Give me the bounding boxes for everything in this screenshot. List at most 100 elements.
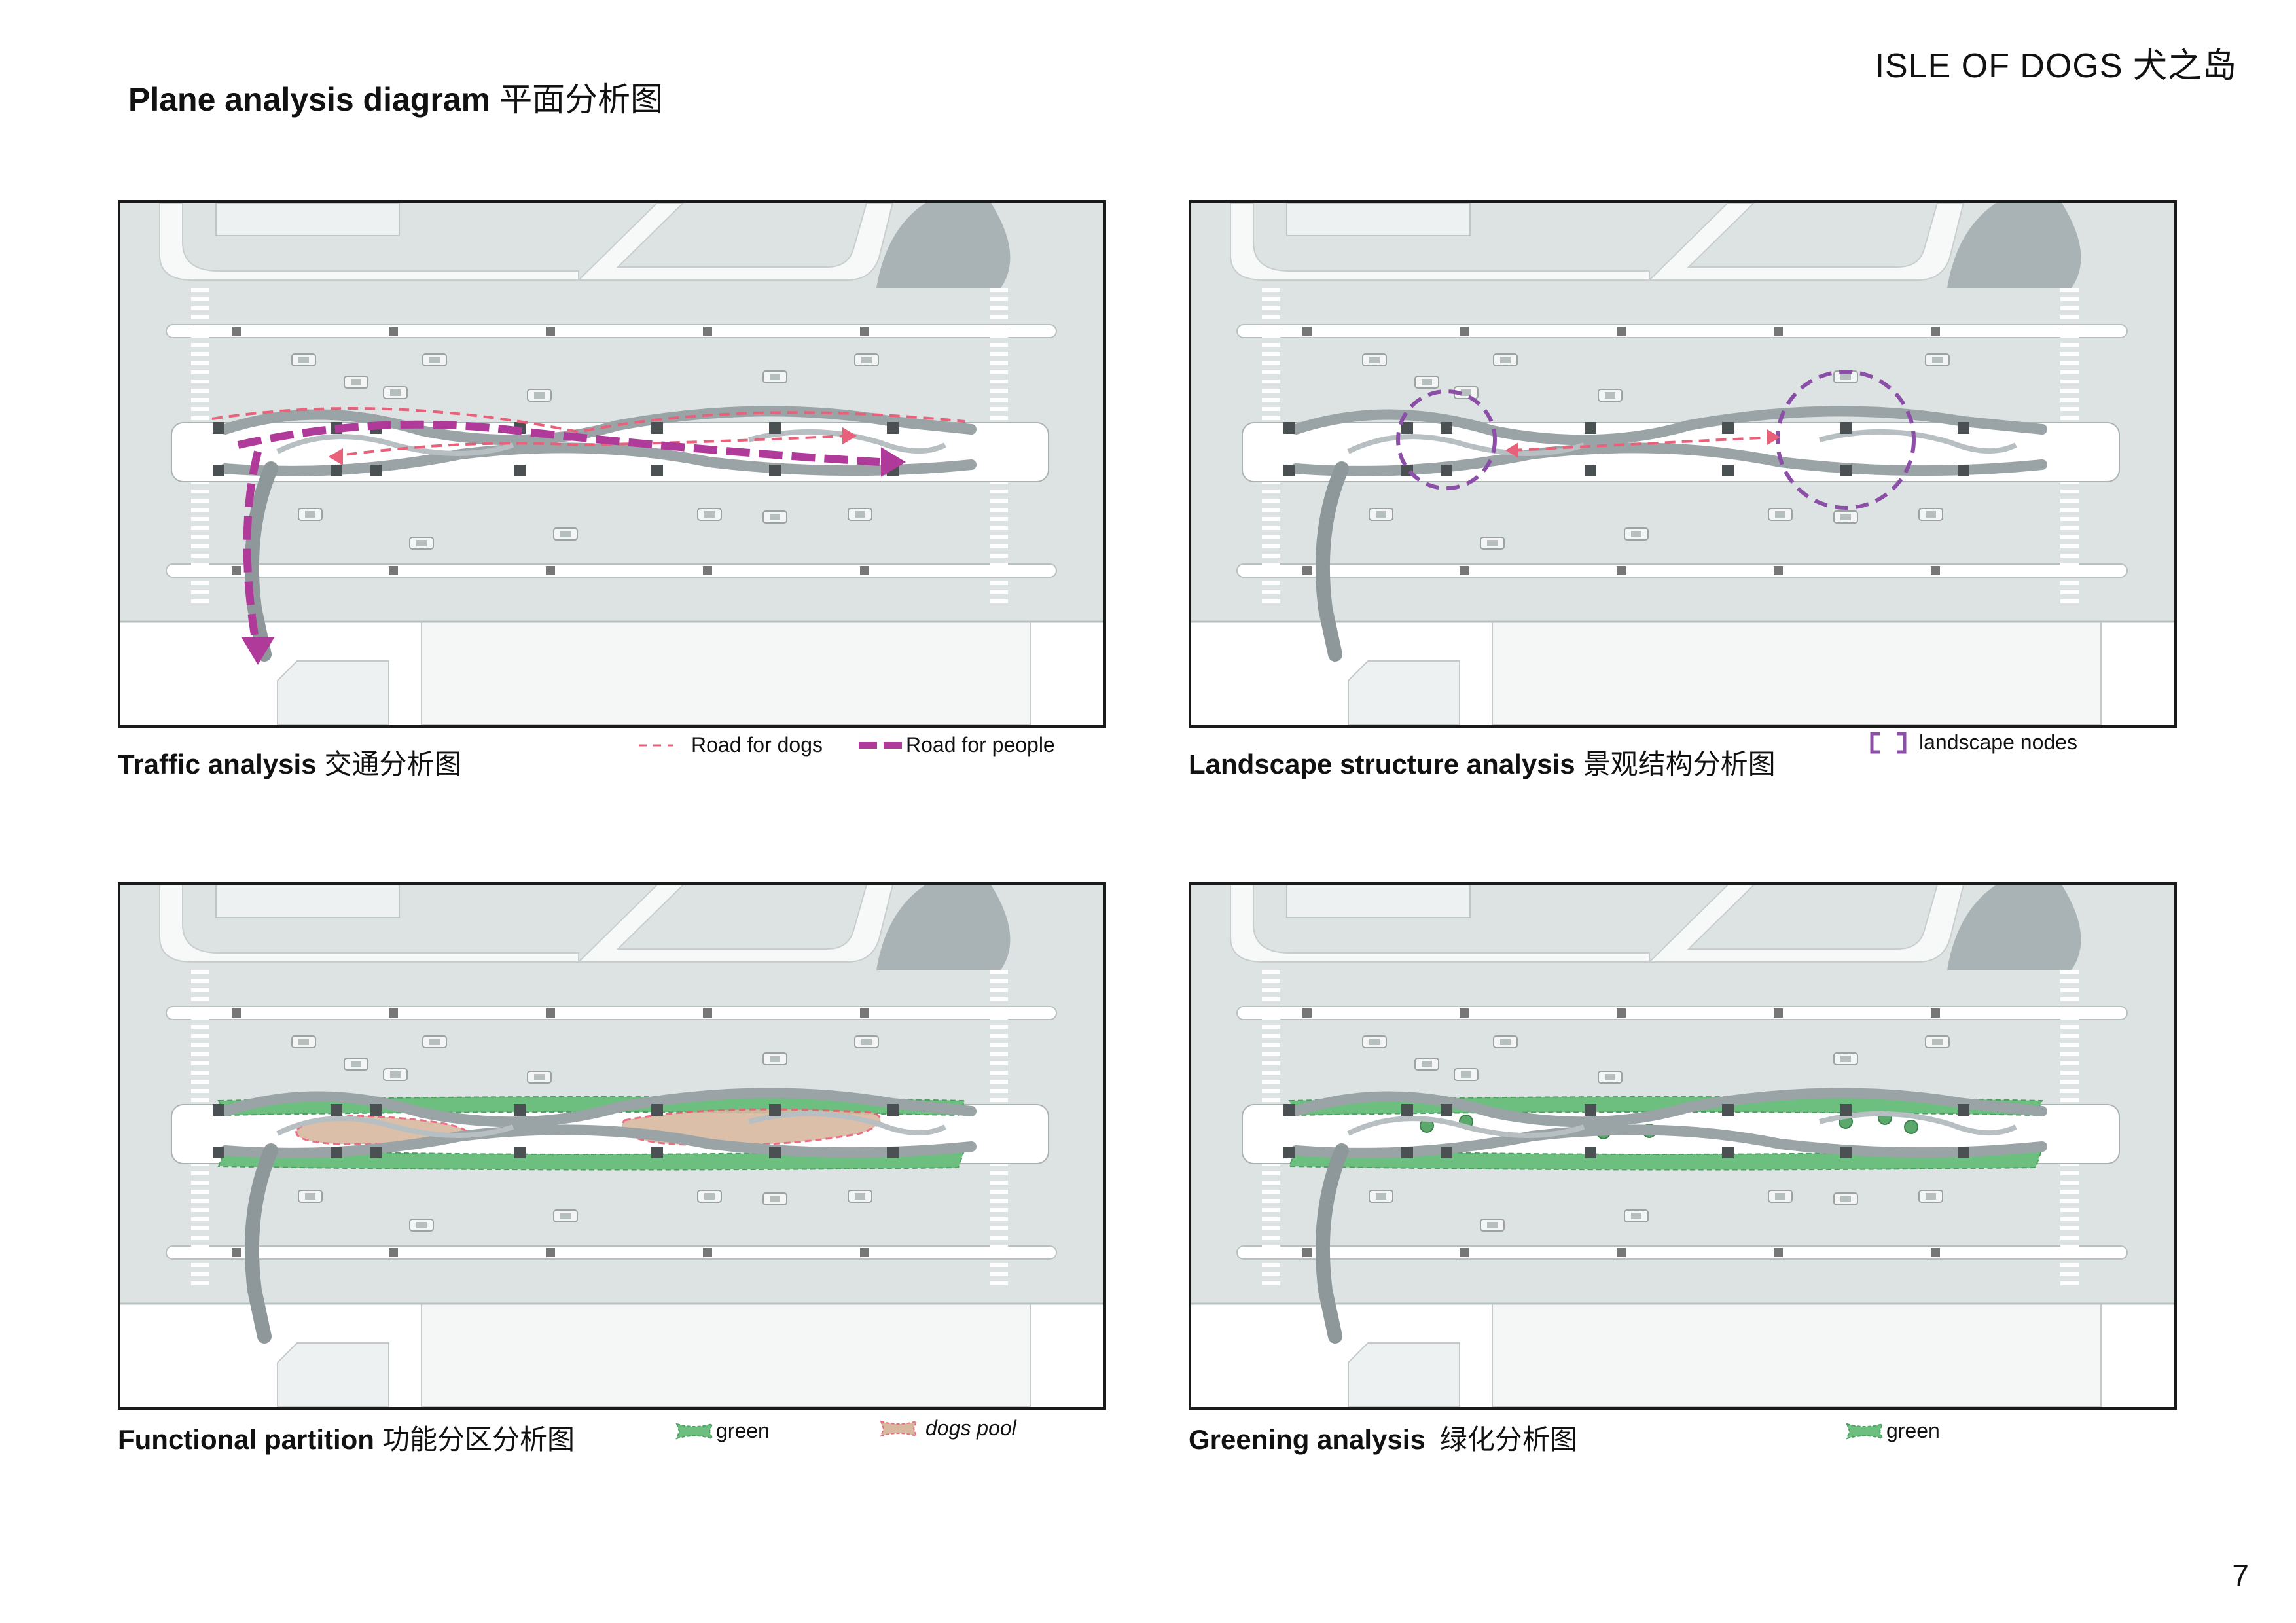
crosswalk-stripe [191, 1043, 209, 1047]
crosswalk-stripe [191, 343, 209, 347]
car-window [1422, 379, 1432, 385]
traffic-caption-zh: 交通分析图 [324, 749, 462, 779]
plaza-gray [1947, 203, 2081, 288]
crosswalk-stripe [191, 1061, 209, 1065]
crosswalk-stripe [2060, 370, 2079, 374]
crosswalk-stripe [1262, 581, 1280, 585]
crosswalk-stripe [2060, 1181, 2079, 1185]
page-heading: Plane analysis diagram 平面分析图 [128, 73, 663, 120]
lamp-post [1617, 1008, 1626, 1018]
road-for-dogs-route [329, 435, 848, 458]
crosswalk-stripe [1262, 970, 1280, 974]
crosswalk-stripe [2060, 526, 2079, 530]
crosswalk-stripe [2060, 544, 2079, 548]
crosswalk-stripe [191, 1007, 209, 1010]
legend-green-functional: green [675, 1419, 770, 1443]
lane-divider-0 [166, 324, 1057, 338]
car-window [1605, 392, 1615, 399]
crosswalk-stripe [1262, 517, 1280, 521]
crosswalk-stripe [990, 389, 1008, 393]
car-window [534, 1074, 545, 1080]
landscape-nodes [1396, 370, 1916, 510]
crosswalk-stripe [2060, 581, 2079, 585]
bridge-pier [651, 1104, 663, 1116]
crosswalk-stripe [2060, 499, 2079, 503]
crosswalk-stripe [191, 526, 209, 530]
dashed-line-icon [639, 744, 673, 746]
crosswalk-stripe [2060, 1007, 2079, 1010]
car-window [1932, 357, 1943, 363]
crosswalk-stripe [1262, 288, 1280, 292]
crosswalk-stripe [2060, 1061, 2079, 1065]
crosswalk-stripe [990, 398, 1008, 402]
legend-dogs-pool-label: dogs pool [925, 1416, 1016, 1440]
crosswalk-stripe [990, 1052, 1008, 1056]
legend-green-greening: green [1846, 1419, 1940, 1443]
lamp-post [546, 327, 555, 336]
bridge-pier [1585, 465, 1596, 476]
crosswalk-stripe [191, 1190, 209, 1194]
crosswalk-stripe [990, 544, 1008, 548]
crosswalk-stripe [1262, 343, 1280, 347]
crosswalk-stripe [2060, 407, 2079, 411]
crosswalk-stripe [1262, 563, 1280, 567]
car-window [1840, 514, 1851, 520]
crosswalk-stripe [990, 1217, 1008, 1221]
crosswalk-stripe [990, 297, 1008, 301]
lamp-post [1302, 327, 1312, 336]
crosswalk-stripe [990, 1254, 1008, 1258]
crosswalk-stripe [2060, 416, 2079, 420]
crosswalk-stripe [191, 1181, 209, 1185]
bridge-pier [370, 1104, 382, 1116]
car-window [855, 511, 865, 518]
crosswalk-stripe [191, 572, 209, 576]
crosswalk-stripe [191, 1245, 209, 1249]
crosswalk-stripe [990, 508, 1008, 512]
crosswalk-stripe [1262, 1263, 1280, 1267]
crosswalk-stripe [990, 334, 1008, 338]
crosswalk-stripe [1262, 380, 1280, 383]
curved-road-right [1647, 885, 1965, 963]
crosswalk-stripe [1262, 1016, 1280, 1020]
bridge-pier [514, 1104, 526, 1116]
car-window [861, 1039, 872, 1045]
greening-analysis-panel [1189, 882, 2177, 1410]
page-number: 7 [2232, 1558, 2249, 1592]
crosswalk-stripe [990, 1071, 1008, 1075]
lamp-post [703, 1248, 712, 1257]
crosswalk-stripe [990, 1181, 1008, 1185]
bridge-pier [651, 422, 663, 434]
crosswalk-stripe [1262, 306, 1280, 310]
crosswalk-stripe [990, 325, 1008, 329]
crosswalk-stripe [1262, 1245, 1280, 1249]
crosswalk-stripe [1262, 490, 1280, 493]
crosswalk-stripe [990, 361, 1008, 365]
crosswalk-stripe [990, 997, 1008, 1001]
crosswalk-stripe [191, 499, 209, 503]
crosswalk-stripe [2060, 1171, 2079, 1175]
bracket-icon [1870, 732, 1907, 753]
lamp-post [860, 566, 869, 575]
crosswalk-stripe [2060, 979, 2079, 983]
crosswalk-stripe [2060, 554, 2079, 558]
crosswalk-stripe [191, 1025, 209, 1029]
crosswalk-stripe [990, 1089, 1008, 1093]
car-window [704, 1193, 715, 1200]
crosswalk-stripe [990, 1226, 1008, 1230]
lamp-post [860, 1008, 869, 1018]
crosswalk-stripe [990, 1034, 1008, 1038]
lamp-post [389, 1248, 398, 1257]
car-window [1840, 1196, 1851, 1202]
crosswalk-stripe [1262, 297, 1280, 301]
lamp-post [389, 327, 398, 336]
crosswalk-stripe [1262, 352, 1280, 356]
building-bottom-right [1492, 621, 2102, 725]
crosswalk-stripe [990, 554, 1008, 558]
bridge-inner-loop [276, 434, 514, 456]
crosswalk-stripe [1262, 1281, 1280, 1285]
bridge-pier [1441, 1147, 1452, 1158]
crosswalk-stripe [990, 1272, 1008, 1276]
car-window [855, 1193, 865, 1200]
bridge-pier [887, 422, 899, 434]
functional-caption-en: Functional partition [118, 1424, 374, 1455]
